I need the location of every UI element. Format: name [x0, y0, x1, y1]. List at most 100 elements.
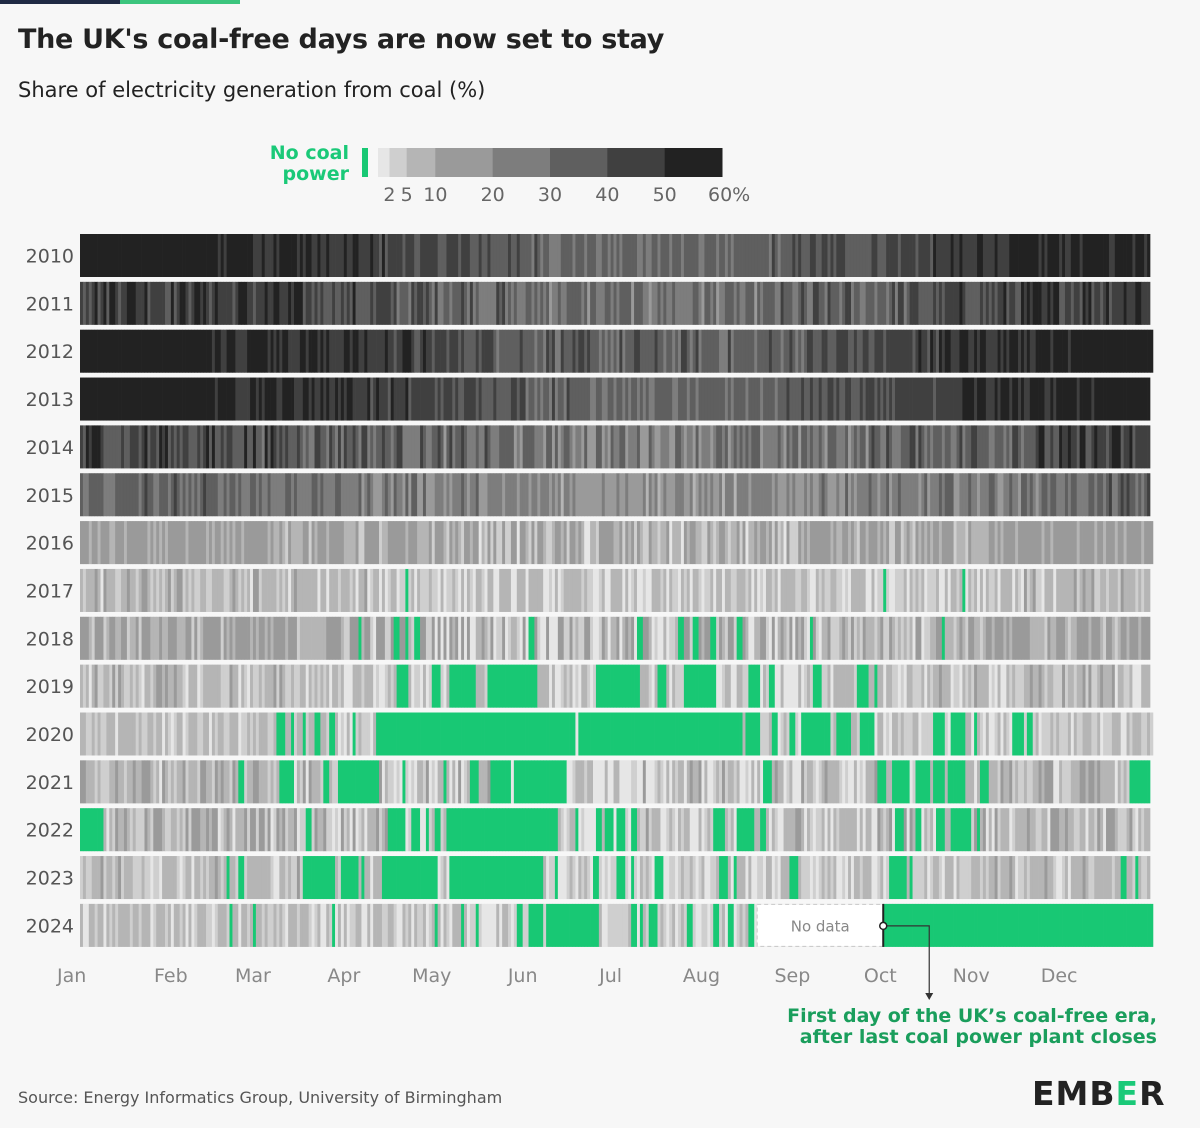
- day-cell: [1117, 281, 1122, 325]
- day-cell: [1091, 329, 1095, 373]
- day-cell: [244, 616, 248, 660]
- day-cell: [337, 425, 342, 469]
- day-cell: [848, 377, 852, 421]
- day-cell: [742, 234, 746, 277]
- day-cell: [680, 712, 685, 756]
- day-cell: [194, 616, 198, 660]
- day-cell: [522, 664, 526, 708]
- day-cell: [1006, 281, 1010, 325]
- day-cell: [868, 234, 872, 277]
- day-cell: [94, 616, 98, 660]
- day-cell: [795, 616, 799, 660]
- day-cell: [859, 234, 864, 277]
- day-cell: [408, 377, 412, 421]
- day-cell: [645, 521, 650, 565]
- day-cell: [223, 234, 227, 277]
- day-cell: [455, 808, 459, 852]
- day-cell: [897, 616, 902, 660]
- day-cell: [906, 521, 910, 565]
- day-cell: [156, 521, 160, 565]
- day-cell: [880, 712, 884, 756]
- day-cell: [428, 329, 433, 373]
- day-cell: [159, 377, 163, 421]
- day-cell: [575, 281, 579, 325]
- day-cell: [894, 808, 899, 852]
- day-cell: [1023, 664, 1028, 708]
- day-cell: [484, 664, 488, 708]
- day-cell: [267, 473, 271, 517]
- day-cell: [258, 234, 263, 277]
- day-cell: [710, 234, 714, 277]
- day-cell: [1012, 473, 1016, 517]
- day-cell: [525, 473, 529, 517]
- day-cell: [727, 664, 732, 708]
- day-cell: [302, 808, 307, 852]
- day-cell: [563, 712, 567, 756]
- day-cell: [944, 664, 949, 708]
- day-cell: [241, 856, 245, 900]
- day-cell: [569, 616, 573, 660]
- day-cell: [320, 712, 324, 756]
- day-cell: [1108, 616, 1113, 660]
- day-cell: [276, 712, 280, 756]
- day-cell: [387, 521, 392, 565]
- day-cell: [1141, 568, 1145, 612]
- day-cell: [595, 712, 600, 756]
- day-cell: [355, 377, 359, 421]
- day-cell: [261, 616, 266, 660]
- day-cell: [900, 377, 905, 421]
- day-cell: [936, 616, 940, 660]
- day-cell: [396, 377, 400, 421]
- day-cell: [191, 568, 195, 612]
- day-cell: [1015, 616, 1019, 660]
- day-cell: [868, 521, 872, 565]
- day-cell: [455, 521, 459, 565]
- day-cell: [730, 712, 735, 756]
- day-cell: [551, 329, 556, 373]
- day-cell: [431, 616, 436, 660]
- day-cell: [220, 521, 224, 565]
- day-cell: [971, 329, 975, 373]
- day-cell: [1126, 234, 1130, 277]
- day-cell: [109, 760, 113, 804]
- day-cell: [604, 712, 609, 756]
- day-cell: [804, 616, 808, 660]
- day-cell: [786, 664, 790, 708]
- day-cell: [314, 568, 318, 612]
- day-cell: [710, 616, 714, 660]
- day-cell: [1044, 425, 1048, 469]
- day-cell: [892, 664, 896, 708]
- day-cell: [924, 234, 928, 277]
- day-cell: [129, 281, 134, 325]
- day-cell: [651, 712, 655, 756]
- day-cell: [437, 616, 441, 660]
- day-cell: [425, 473, 430, 517]
- day-cell: [944, 616, 949, 660]
- day-cell: [598, 760, 603, 804]
- day-cell: [88, 856, 93, 900]
- day-cell: [628, 521, 632, 565]
- day-cell: [786, 808, 790, 852]
- day-cell: [323, 329, 327, 373]
- day-cell: [264, 329, 268, 373]
- day-cell: [282, 329, 286, 373]
- day-cell: [466, 616, 471, 660]
- day-cell: [531, 664, 535, 708]
- day-cell: [82, 281, 87, 325]
- day-cell: [1064, 281, 1069, 325]
- day-cell: [698, 664, 702, 708]
- day-cell: [1041, 616, 1045, 660]
- day-cell: [173, 329, 178, 373]
- day-cell: [185, 664, 189, 708]
- day-cell: [1108, 234, 1113, 277]
- day-cell: [1132, 234, 1136, 277]
- day-cell: [214, 329, 219, 373]
- day-cell: [546, 234, 550, 277]
- day-cell: [156, 664, 160, 708]
- day-cell: [425, 760, 430, 804]
- day-cell: [616, 281, 620, 325]
- day-cell: [502, 329, 506, 373]
- day-cell: [458, 856, 462, 900]
- day-cell: [208, 473, 213, 517]
- day-cell: [1117, 616, 1122, 660]
